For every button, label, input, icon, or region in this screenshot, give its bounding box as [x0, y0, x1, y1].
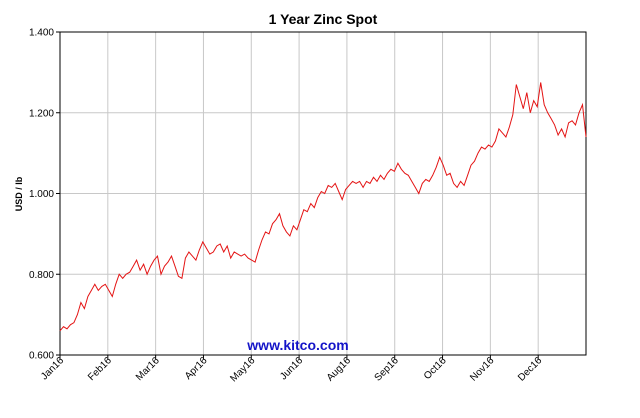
x-tick-label: Sep16 — [373, 355, 402, 384]
x-tick-label: Jun16 — [278, 355, 305, 382]
series-line-zinc — [59, 82, 587, 332]
x-tick-label: Apr16 — [183, 355, 210, 382]
y-tick-label: 0.600 — [29, 351, 54, 362]
y-tick-label: 1.000 — [29, 189, 54, 200]
x-tick-label: Dec16 — [516, 355, 545, 384]
y-tick-label: 1.200 — [29, 108, 54, 119]
y-tick-label: 0.800 — [29, 270, 54, 281]
x-axis: Jan16 Feb16 Mar16 Apr16 May16 Jun16 Aug16 Sep16… — [39, 355, 545, 384]
x-tick-label: Mar16 — [134, 355, 162, 383]
grid — [60, 31, 586, 356]
x-tick-label: May16 — [228, 355, 257, 384]
x-tick-label: Feb16 — [86, 355, 114, 383]
watermark-text: www.kitco.com — [246, 337, 348, 353]
y-axis: 0.600 0.800 1.000 1.200 1.400 — [29, 28, 60, 362]
y-tick-label: 1.400 — [29, 28, 54, 39]
y-axis-label: USD / lb — [14, 176, 24, 211]
x-tick-label: Aug16 — [325, 355, 354, 384]
x-tick-label: Oct16 — [422, 355, 449, 382]
chart-title: 1 Year Zinc Spot — [269, 11, 378, 27]
x-tick-label: Nov16 — [468, 355, 497, 384]
